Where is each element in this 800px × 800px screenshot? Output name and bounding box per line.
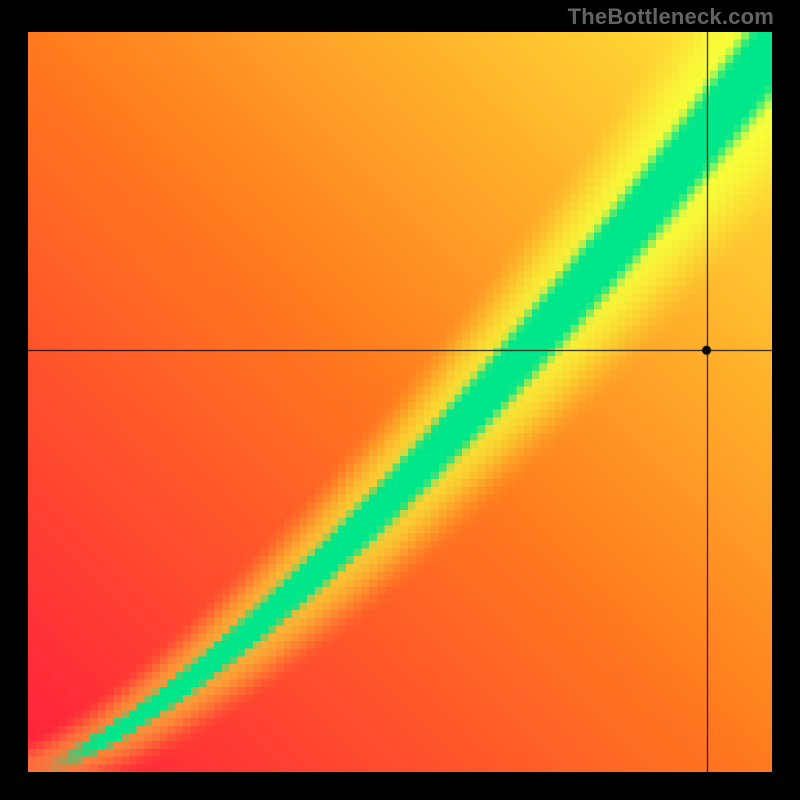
crosshair-overlay xyxy=(28,32,772,772)
plot-area xyxy=(28,32,772,772)
watermark-text: TheBottleneck.com xyxy=(568,4,774,30)
chart-frame: TheBottleneck.com xyxy=(0,0,800,800)
